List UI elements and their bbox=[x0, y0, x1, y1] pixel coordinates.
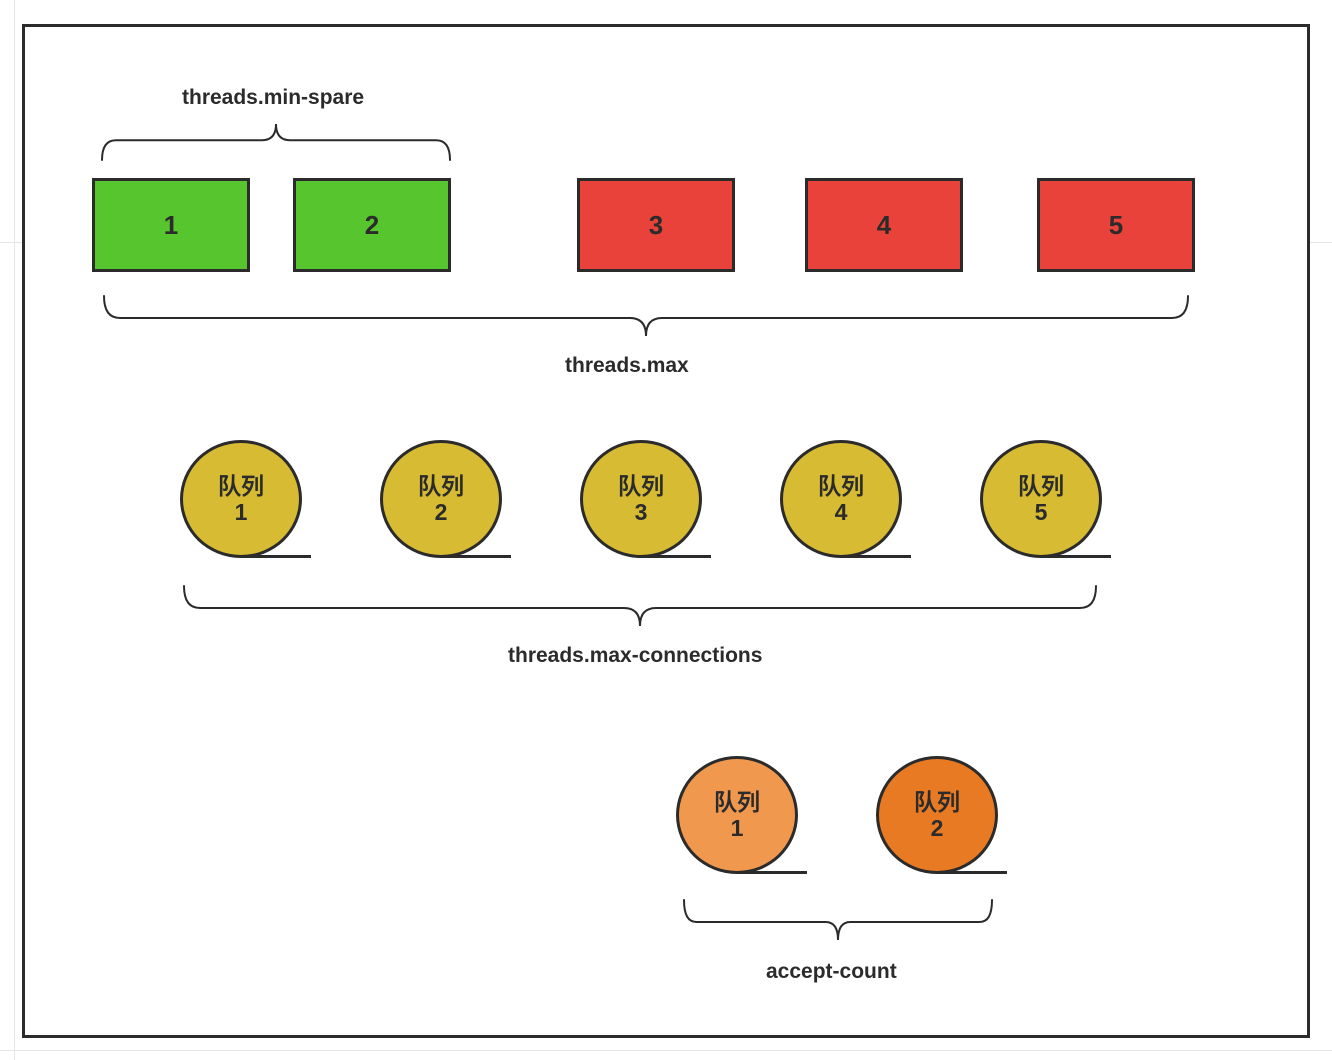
ellipse-prefix: 队列 bbox=[818, 473, 864, 499]
thread-box: 1 bbox=[92, 178, 250, 272]
ellipse-tail bbox=[737, 871, 807, 874]
thread-box: 3 bbox=[577, 178, 735, 272]
thread-box: 4 bbox=[805, 178, 963, 272]
brace bbox=[180, 582, 1100, 630]
ellipse-tail bbox=[1041, 555, 1111, 558]
brace bbox=[100, 292, 1192, 340]
ellipse-number: 1 bbox=[235, 499, 248, 525]
ellipse-tail bbox=[937, 871, 1007, 874]
thread-box: 2 bbox=[293, 178, 451, 272]
ellipse-tail bbox=[841, 555, 911, 558]
accept_count-ellipse: 队列2 bbox=[876, 756, 998, 874]
brace bbox=[680, 896, 996, 944]
ellipse-prefix: 队列 bbox=[618, 473, 664, 499]
ellipse-number: 1 bbox=[731, 815, 744, 841]
ellipse-tail bbox=[241, 555, 311, 558]
max_connections-ellipse: 队列5 bbox=[980, 440, 1102, 558]
ellipse-prefix: 队列 bbox=[714, 789, 760, 815]
ellipse-number: 4 bbox=[835, 499, 848, 525]
ellipse-prefix: 队列 bbox=[1018, 473, 1064, 499]
ellipse-tail bbox=[441, 555, 511, 558]
ellipse-number: 2 bbox=[931, 815, 944, 841]
ellipse-number: 5 bbox=[1035, 499, 1048, 525]
accept_count-ellipse: 队列1 bbox=[676, 756, 798, 874]
diagram-canvas: threads.min-spare12345threads.max队列1队列2队… bbox=[0, 0, 1332, 1060]
max_connections-ellipse: 队列1 bbox=[180, 440, 302, 558]
max_connections-ellipse: 队列3 bbox=[580, 440, 702, 558]
max_connections-ellipse: 队列2 bbox=[380, 440, 502, 558]
ellipse-prefix: 队列 bbox=[218, 473, 264, 499]
grid-line bbox=[0, 1050, 1332, 1051]
ellipse-tail bbox=[641, 555, 711, 558]
threads-max-label: threads.max bbox=[565, 354, 689, 378]
brace bbox=[98, 120, 454, 164]
ellipse-number: 3 bbox=[635, 499, 648, 525]
ellipse-prefix: 队列 bbox=[418, 473, 464, 499]
grid-line bbox=[14, 0, 15, 1060]
accept-count-label: accept-count bbox=[766, 960, 897, 984]
threads-min-spare-label: threads.min-spare bbox=[182, 86, 364, 110]
ellipse-number: 2 bbox=[435, 499, 448, 525]
max_connections-ellipse: 队列4 bbox=[780, 440, 902, 558]
ellipse-prefix: 队列 bbox=[914, 789, 960, 815]
max-connections-label: threads.max-connections bbox=[508, 644, 762, 668]
thread-box: 5 bbox=[1037, 178, 1195, 272]
